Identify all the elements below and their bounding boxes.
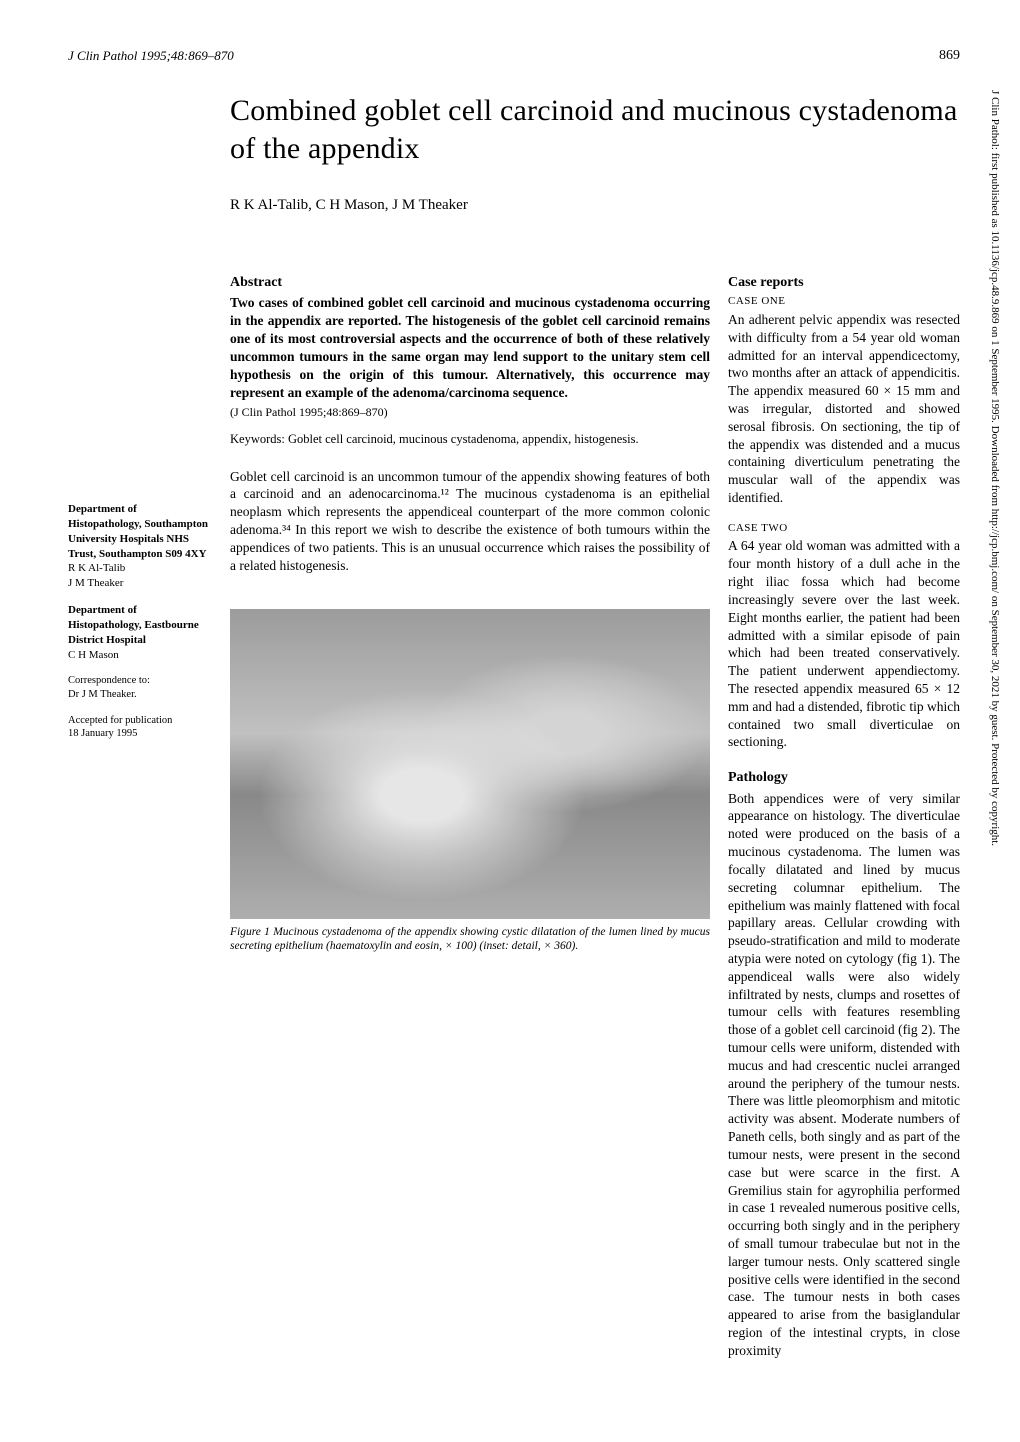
dept2-people: C H Mason [68,649,119,661]
figure-1-image [230,609,710,919]
pathology-header: Pathology [728,769,960,787]
case-reports-header: Case reports [728,274,960,292]
abstract-header: Abstract [230,274,710,292]
abstract-text: Two cases of combined goblet cell carcin… [230,294,710,401]
page-number: 869 [939,48,960,64]
figure-1-caption: Figure 1 Mucinous cystadenoma of the app… [230,925,710,955]
case-one-label: CASE ONE [728,294,960,309]
dept2-name: Department of Histopathology, Eastbourne… [68,604,199,646]
dept1-people: R K Al-Talib J M Theaker [68,562,125,589]
abstract-citation: (J Clin Pathol 1995;48:869–870) [230,405,710,421]
journal-reference: J Clin Pathol 1995;48:869–870 [68,48,234,64]
authors: R K Al-Talib, C H Mason, J M Theaker [230,197,960,214]
article-title: Combined goblet cell carcinoid and mucin… [230,92,960,167]
case-two-label: CASE TWO [728,521,960,536]
correspondence: Correspondence to: Dr J M Theaker. [68,674,210,701]
figure-1: Figure 1 Mucinous cystadenoma of the app… [230,609,710,955]
pathology-text: Both appendices were of very similar app… [728,790,960,1360]
intro-text: Goblet cell carcinoid is an uncommon tum… [230,468,710,575]
accepted-date: Accepted for publication 18 January 1995 [68,714,210,741]
affiliations-sidebar: Department of Histopathology, Southampto… [68,274,210,1360]
left-column: Abstract Two cases of combined goblet ce… [230,274,710,1360]
download-attribution: J Clin Pathol: first published as 10.113… [984,90,1002,846]
dept1-name: Department of Histopathology, Southampto… [68,503,208,560]
right-column: Case reports CASE ONE An adherent pelvic… [728,274,960,1360]
keywords: Keywords: Goblet cell carcinoid, mucinou… [230,431,710,448]
case-one-text: An adherent pelvic appendix was resected… [728,311,960,507]
case-two-text: A 64 year old woman was admitted with a … [728,537,960,751]
